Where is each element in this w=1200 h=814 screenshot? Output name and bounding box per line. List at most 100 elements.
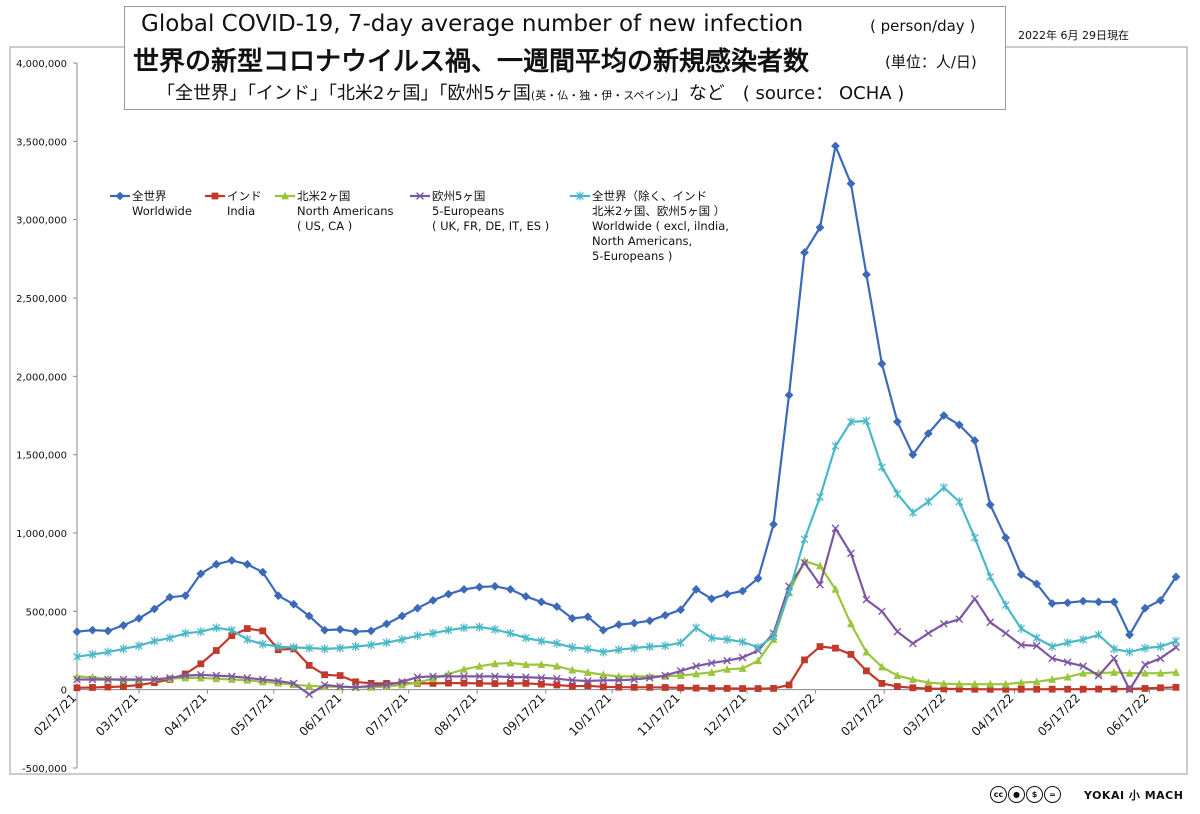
data-point <box>227 625 236 635</box>
data-point <box>243 674 252 682</box>
data-point <box>1172 683 1180 691</box>
legend-label: 北米2ヶ国 <box>297 189 350 203</box>
data-point <box>196 627 205 637</box>
data-point <box>800 556 809 565</box>
data-point <box>506 673 515 682</box>
data-point <box>429 674 437 683</box>
data-point <box>1032 633 1041 643</box>
data-point <box>661 684 669 691</box>
axes: -500,000 0 500,000 1,000,000 1,500,000 2,000,… <box>16 59 1176 775</box>
data-point <box>166 633 174 643</box>
y-tick-label: 500,000 <box>26 607 67 618</box>
data-point <box>88 625 97 635</box>
data-point <box>460 679 468 687</box>
data-point <box>970 594 979 603</box>
data-point <box>336 682 345 691</box>
legend-label: ( UK, FR, DE, IT, ES ) <box>432 219 549 233</box>
data-point <box>351 627 361 637</box>
data-point <box>892 417 902 427</box>
data-point <box>258 675 267 684</box>
data-point <box>893 683 901 690</box>
data-point <box>862 270 871 279</box>
data-point <box>832 644 839 652</box>
plot-frame <box>9 46 1188 775</box>
x-tick-label: 01/17/22 <box>770 691 818 739</box>
data-point <box>305 661 313 669</box>
data-point <box>970 679 979 688</box>
data-point <box>954 420 964 430</box>
data-point <box>413 631 422 641</box>
data-point <box>583 668 592 676</box>
data-point <box>939 619 948 628</box>
data-point <box>568 665 577 674</box>
data-point <box>1032 641 1041 650</box>
data-point <box>506 658 515 667</box>
data-point <box>181 628 190 638</box>
data-point <box>1001 679 1010 688</box>
data-point <box>321 671 329 679</box>
data-point <box>1079 685 1087 693</box>
data-point <box>630 675 639 684</box>
data-point <box>646 683 654 691</box>
data-point <box>878 662 886 671</box>
data-point <box>923 429 933 438</box>
data-point <box>1095 685 1103 693</box>
data-point <box>196 673 205 682</box>
data-point <box>692 669 701 678</box>
data-point <box>553 681 561 689</box>
data-point <box>119 675 128 684</box>
legend-marker <box>115 191 125 201</box>
data-point <box>1002 685 1010 693</box>
data-point <box>491 624 499 634</box>
data-point <box>738 586 747 596</box>
data-point <box>413 678 422 687</box>
data-point <box>88 675 97 684</box>
data-point <box>970 436 980 445</box>
data-point <box>1094 671 1103 680</box>
data-point <box>800 248 809 257</box>
data-point <box>212 674 221 683</box>
data-point <box>382 619 391 629</box>
by-icon: ● <box>1008 786 1025 803</box>
data-point <box>320 681 329 689</box>
data-point <box>1048 675 1057 683</box>
data-point <box>784 390 794 400</box>
data-point <box>692 662 701 671</box>
data-point <box>1157 684 1164 692</box>
data-point <box>382 681 391 689</box>
y-tick-label: 1,500,000 <box>16 451 67 462</box>
data-point <box>1094 630 1103 640</box>
data-point <box>815 223 825 232</box>
data-point <box>72 627 82 637</box>
data-point <box>73 684 81 692</box>
data-point <box>134 613 144 623</box>
data-point <box>738 637 747 647</box>
legend-label: インド <box>227 189 262 203</box>
data-point <box>444 589 453 599</box>
data-point <box>165 592 175 602</box>
data-point <box>537 636 546 646</box>
data-point <box>89 684 96 691</box>
data-point <box>970 533 979 543</box>
x-tick-label: 03/17/22 <box>900 691 948 739</box>
series-5 <box>73 416 1180 662</box>
data-point <box>305 690 314 699</box>
data-point <box>753 574 763 583</box>
data-point <box>1048 654 1057 663</box>
legend-marker <box>211 192 219 200</box>
data-point <box>661 641 670 651</box>
data-point <box>847 417 855 427</box>
data-point <box>831 585 840 593</box>
y-tick-label: -500,000 <box>22 764 67 775</box>
data-point <box>537 680 545 688</box>
subtitle-small: (英・仏・独・伊・スペイン) <box>530 89 671 102</box>
data-point <box>1017 641 1026 649</box>
data-point <box>599 676 608 685</box>
data-point <box>135 681 143 689</box>
data-point <box>552 602 562 612</box>
data-point <box>1063 638 1072 648</box>
data-point <box>1156 642 1165 651</box>
data-point <box>955 615 964 624</box>
data-point <box>1063 658 1072 667</box>
data-point <box>1079 668 1088 677</box>
